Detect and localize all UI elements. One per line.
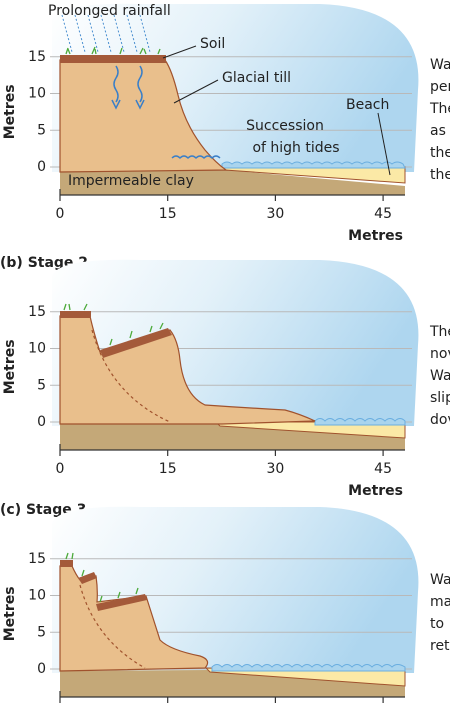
sea <box>314 418 406 426</box>
y-tick-label: 15 <box>28 304 46 320</box>
side-text: slip <box>430 390 450 406</box>
x-tick-label: 45 <box>374 206 392 222</box>
x-axis-label: Metres <box>348 483 403 499</box>
x-tick-label: 0 <box>56 461 65 477</box>
annotation: of high tides <box>252 140 339 156</box>
sea <box>211 664 406 672</box>
side-text: Wa <box>430 572 450 588</box>
annotation: Succession <box>246 118 324 134</box>
cliff <box>59 59 228 173</box>
side-text: The <box>429 101 450 117</box>
annotation: Prolonged rainfall <box>48 3 171 19</box>
panel-3: (c) Stage 3 <box>0 502 419 697</box>
x-tick-label: 30 <box>266 461 284 477</box>
y-axis-label: Metres <box>2 339 18 394</box>
y-tick-label: 5 <box>37 624 46 640</box>
seepage <box>111 65 145 110</box>
slumped-soil <box>96 594 147 611</box>
side-text: Wa <box>430 57 450 73</box>
side-text: to <box>430 616 444 632</box>
soil-layer <box>60 311 91 318</box>
clay <box>60 424 405 450</box>
annotation: Beach <box>346 97 389 113</box>
y-axis-label: Metres <box>2 84 18 139</box>
leader <box>377 112 391 176</box>
slumped-soil <box>100 328 172 358</box>
y-tick-label: 0 <box>37 159 46 175</box>
leader <box>173 79 219 104</box>
side-text: per <box>430 79 450 95</box>
y-tick-label: 5 <box>37 122 46 138</box>
soil-layer <box>60 55 166 63</box>
y-tick-label: 5 <box>37 377 46 393</box>
x-tick-label: 45 <box>374 461 392 477</box>
side-text: dov <box>430 412 450 428</box>
panel-1: Prolonged rainfall Soil Glacial till Bea… <box>48 3 419 195</box>
panel-2: (b) Stage 2 <box>0 255 419 450</box>
grass <box>65 46 161 55</box>
side-text: the <box>430 145 450 161</box>
y-tick-label: 10 <box>28 588 46 604</box>
soil-layer <box>60 560 73 567</box>
y-axis-label: Metres <box>2 586 18 641</box>
y-tick-label: 15 <box>28 49 46 65</box>
side-text: The <box>429 324 450 340</box>
grass <box>63 303 164 346</box>
annotation: Soil <box>200 36 225 52</box>
annotation: Glacial till <box>222 70 291 86</box>
slip-plane <box>79 584 146 669</box>
slip-plane <box>91 329 171 423</box>
side-text: the <box>430 167 450 183</box>
leader <box>162 45 197 59</box>
x-tick-label: 30 <box>266 206 284 222</box>
side-text: ret <box>430 638 450 654</box>
x-tick-label: 15 <box>159 206 177 222</box>
side-text: as <box>430 123 446 139</box>
y-tick-label: 0 <box>37 414 46 430</box>
grass <box>65 552 139 603</box>
side-text: ma <box>430 594 450 610</box>
y-tick-label: 15 <box>28 551 46 567</box>
side-text: Wa <box>430 368 450 384</box>
clay <box>60 670 405 697</box>
y-tick-label: 10 <box>28 341 46 357</box>
x-tick-label: 15 <box>159 461 177 477</box>
y-tick-label: 10 <box>28 86 46 102</box>
side-text: nov <box>430 346 450 362</box>
annotation: Impermeable clay <box>68 173 194 189</box>
clay <box>60 170 405 195</box>
x-axis-label: Metres <box>348 228 403 244</box>
sea <box>221 161 406 169</box>
slumped-soil <box>78 572 97 584</box>
x-tick-label: 0 <box>56 206 65 222</box>
y-tick-label: 0 <box>37 661 46 677</box>
waves <box>171 155 221 159</box>
